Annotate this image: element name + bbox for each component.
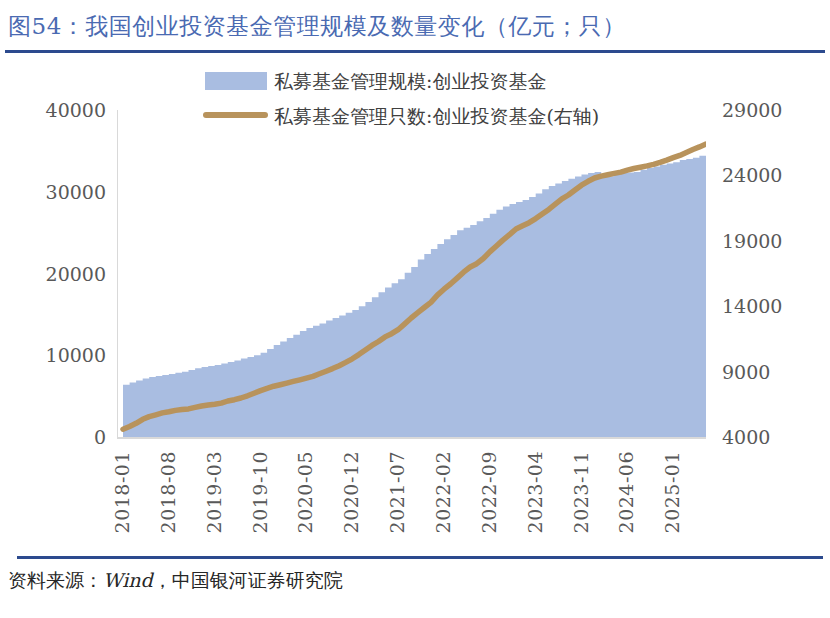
- legend-area-swatch: [205, 72, 267, 90]
- chart-canvas: [118, 110, 706, 437]
- y-axis-right-tick-label: 19000: [722, 230, 782, 252]
- y-axis-left-tick-label: 40000: [28, 99, 106, 121]
- footer-rule: [17, 556, 823, 559]
- y-axis-right-tick-label: 4000: [722, 426, 770, 448]
- y-axis-right-tick-label: 9000: [722, 361, 770, 383]
- x-axis-tick-label: 2020-12: [341, 451, 361, 543]
- source-label: 资料来源：: [8, 569, 103, 591]
- y-axis-right-tick-label: 29000: [722, 99, 782, 121]
- x-axis-tick-label: 2022-02: [433, 451, 453, 543]
- source-note: 资料来源：Wind，中国银河证券研究院: [8, 568, 343, 594]
- x-axis-tick-label: 2024-06: [616, 451, 636, 543]
- source-rest: ，中国银河证券研究院: [153, 569, 343, 591]
- x-axis-tick-label: 2023-11: [571, 451, 591, 543]
- y-axis-right-tick-label: 24000: [722, 164, 782, 186]
- y-axis-left-tick-label: 0: [28, 426, 106, 448]
- x-axis-tick-label: 2020-05: [295, 451, 315, 543]
- x-axis-tick-label: 2018-08: [158, 451, 178, 543]
- y-axis-left-tick-label: 20000: [28, 263, 106, 285]
- source-vendor: Wind: [103, 569, 153, 591]
- x-axis-tick-label: 2023-04: [525, 451, 545, 543]
- x-axis-tick-label: 2025-01: [662, 451, 682, 543]
- plot-area: [117, 110, 706, 439]
- x-axis-tick-label: 2019-10: [250, 451, 270, 543]
- legend-area-label: 私募基金管理规模:创业投资基金: [274, 69, 546, 95]
- y-axis-right-tick-label: 14000: [722, 295, 782, 317]
- y-axis-left-tick-label: 10000: [28, 344, 106, 366]
- scale-area-series: [123, 153, 706, 437]
- x-axis-tick-label: 2019-03: [204, 451, 224, 543]
- x-axis-tick-label: 2021-07: [387, 451, 407, 543]
- x-axis-tick-label: 2018-01: [112, 451, 132, 543]
- x-axis-tick-label: 2022-09: [479, 451, 499, 543]
- chart-title: 图54：我国创业投资基金管理规模及数量变化（亿元；只）: [8, 11, 818, 41]
- y-axis-left-tick-label: 30000: [28, 181, 106, 203]
- title-underline: [5, 50, 825, 53]
